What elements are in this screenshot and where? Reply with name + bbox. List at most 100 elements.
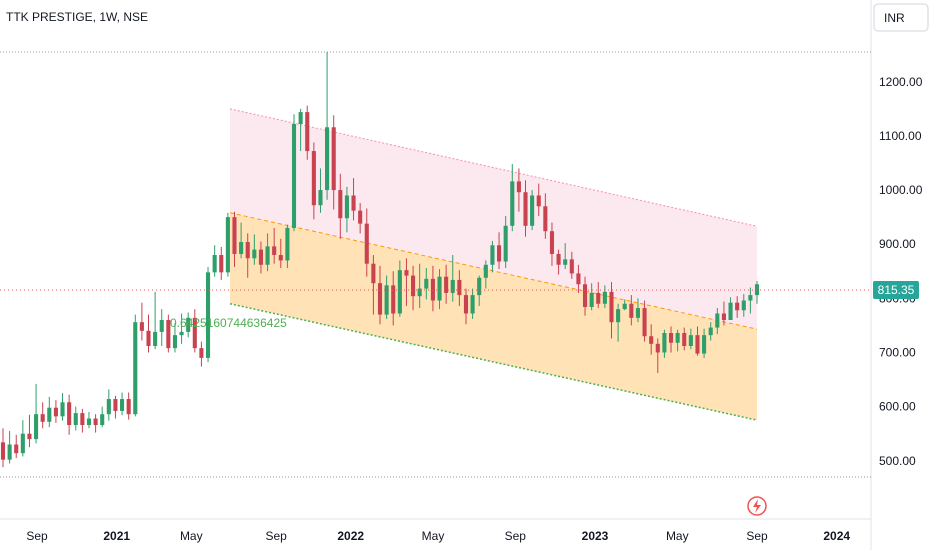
channel-mid-line xyxy=(229,212,758,330)
candle-body xyxy=(60,402,65,417)
candle-body xyxy=(668,332,674,343)
candle xyxy=(153,291,158,350)
candle xyxy=(212,245,217,277)
candle-body xyxy=(86,418,92,426)
candle xyxy=(589,283,594,311)
candle xyxy=(622,299,627,311)
candle-body xyxy=(344,195,349,219)
candle-body xyxy=(120,399,125,411)
candle-body xyxy=(351,195,356,211)
candle xyxy=(695,326,700,356)
candle-body xyxy=(549,231,555,254)
candle xyxy=(53,400,58,423)
candle xyxy=(483,260,488,289)
candle-body xyxy=(298,112,303,125)
regression-channel xyxy=(229,108,758,421)
price-tick-label: 900.00 xyxy=(879,237,916,251)
candle xyxy=(417,263,422,309)
candle-body xyxy=(318,190,323,206)
candle xyxy=(470,288,475,319)
chart-title: TTK PRESTIGE, 1W, NSE xyxy=(6,10,148,24)
candle-body xyxy=(192,317,197,349)
candle-body xyxy=(212,255,217,273)
candle xyxy=(20,420,25,457)
candle xyxy=(278,238,283,269)
candle xyxy=(7,430,12,464)
candle xyxy=(325,52,330,200)
candle xyxy=(47,396,52,428)
candle-body xyxy=(384,285,389,315)
lightning-icon[interactable] xyxy=(747,496,767,516)
candle-body xyxy=(225,217,230,273)
time-tick-label: Sep xyxy=(265,529,287,543)
candle xyxy=(146,314,151,353)
candle-body xyxy=(470,295,475,314)
candle-body xyxy=(272,246,277,256)
candle xyxy=(34,383,39,444)
candle xyxy=(450,255,455,302)
candle xyxy=(120,392,125,416)
candle-body xyxy=(596,292,601,304)
candle-body xyxy=(417,288,422,297)
candle xyxy=(576,264,581,293)
candle xyxy=(27,414,32,448)
candle xyxy=(490,240,495,273)
candle xyxy=(728,297,733,320)
candle xyxy=(655,338,660,374)
candle-body xyxy=(444,276,449,293)
candle-body xyxy=(139,322,144,331)
candle-body xyxy=(146,330,151,346)
price-tick-label: 700.00 xyxy=(879,345,916,359)
candle-body xyxy=(655,343,660,353)
candle xyxy=(503,216,508,269)
channel-upper-band xyxy=(230,108,757,330)
candle-body xyxy=(424,278,429,289)
candle xyxy=(0,428,6,468)
candle-body xyxy=(93,418,98,426)
candle xyxy=(113,395,118,419)
candle xyxy=(735,296,740,318)
candle xyxy=(536,183,541,217)
candle-body xyxy=(391,285,396,314)
candle-body xyxy=(27,433,32,440)
currency-button[interactable]: INR xyxy=(873,3,929,32)
candle xyxy=(100,406,105,428)
candle xyxy=(444,264,449,304)
candle-body xyxy=(265,246,270,265)
candle xyxy=(159,309,164,346)
candle xyxy=(457,270,462,306)
candle-body xyxy=(490,245,495,265)
candle-body xyxy=(602,291,607,304)
candle xyxy=(530,190,535,231)
candle xyxy=(205,266,211,363)
candle-body xyxy=(338,190,343,219)
candle-body xyxy=(14,444,19,454)
channel-lower-line xyxy=(229,303,758,421)
candle xyxy=(311,142,316,220)
candle-body xyxy=(589,292,594,307)
candle xyxy=(364,208,369,277)
candle-body xyxy=(688,335,693,346)
candle-body xyxy=(609,291,614,323)
time-tick-label: 2024 xyxy=(823,529,850,543)
candle-body xyxy=(47,407,52,422)
candle-body xyxy=(543,206,548,232)
candle xyxy=(239,222,244,259)
candle-body xyxy=(675,332,680,343)
candle xyxy=(463,288,469,325)
candle-body xyxy=(516,181,521,193)
candle-body xyxy=(741,300,746,311)
candle xyxy=(258,241,263,274)
time-tick-label: 2021 xyxy=(103,529,130,543)
candle-body xyxy=(199,348,204,358)
candle xyxy=(291,114,297,232)
candle xyxy=(358,203,363,234)
time-tick-label: Sep xyxy=(505,529,527,543)
price-tick-label: 600.00 xyxy=(879,400,916,414)
candle-body xyxy=(616,309,621,323)
candle-body xyxy=(325,127,330,191)
candle xyxy=(219,246,224,280)
candle-body xyxy=(682,332,687,346)
candle-body xyxy=(622,303,627,310)
